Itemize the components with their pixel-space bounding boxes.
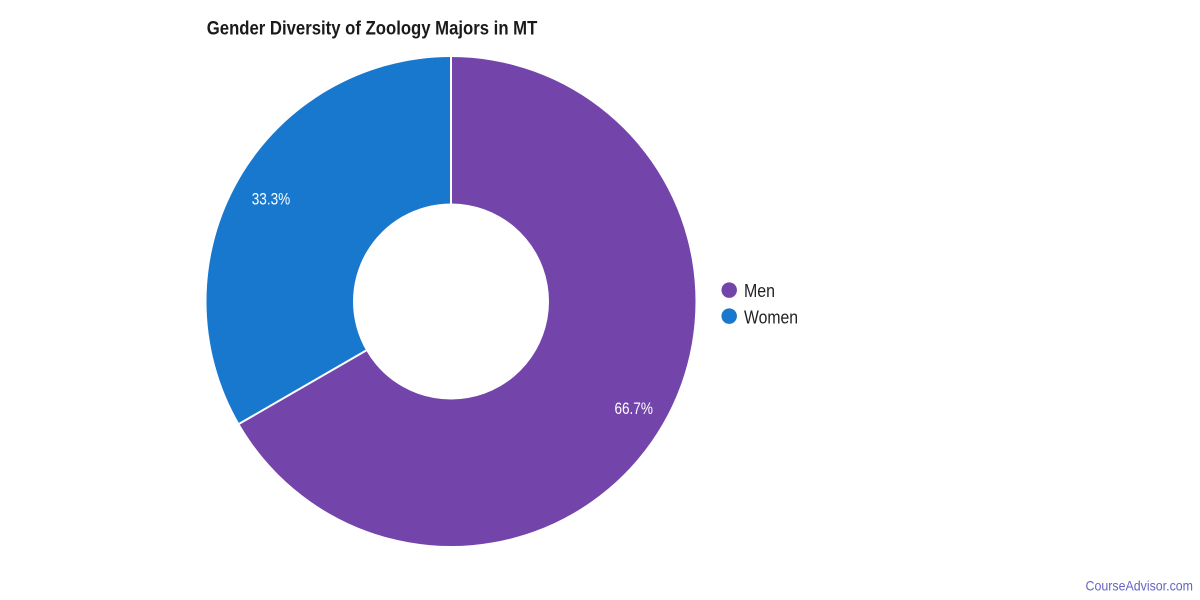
svg-text:Gender Diversity of Zoology Ma: Gender Diversity of Zoology Majors in MT	[207, 18, 538, 39]
svg-text:Women: Women	[744, 307, 798, 327]
svg-text:Men: Men	[744, 281, 775, 301]
svg-text:33.3%: 33.3%	[252, 190, 291, 208]
svg-text:66.7%: 66.7%	[614, 400, 653, 418]
svg-text:CourseAdvisor.com: CourseAdvisor.com	[1086, 578, 1194, 594]
